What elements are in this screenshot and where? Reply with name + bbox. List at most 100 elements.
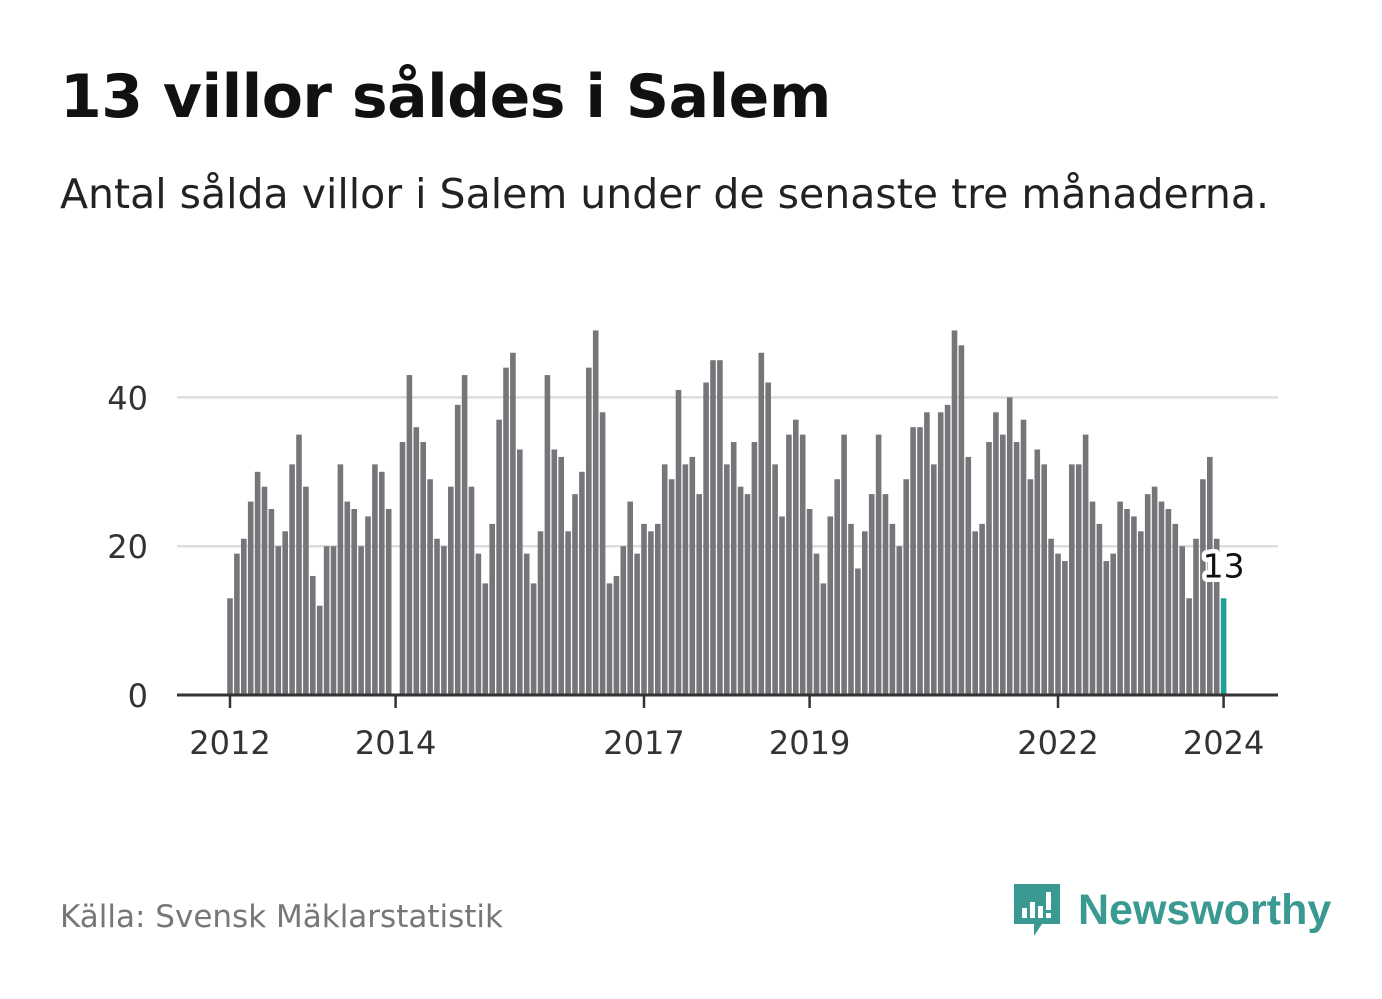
bar — [889, 523, 896, 695]
bar — [765, 382, 771, 695]
bar — [841, 434, 847, 695]
bar — [937, 412, 944, 695]
bar — [620, 546, 627, 695]
bar — [1138, 531, 1144, 695]
bar — [1006, 397, 1013, 695]
bar — [882, 494, 889, 695]
bar — [261, 486, 268, 695]
bar — [572, 494, 578, 695]
bar — [779, 516, 785, 695]
bar — [710, 360, 716, 695]
bar — [641, 523, 647, 695]
bar — [275, 546, 282, 695]
bar — [558, 456, 564, 695]
bar — [931, 464, 937, 695]
bar — [724, 464, 730, 695]
bar — [599, 412, 606, 695]
bar — [592, 330, 599, 695]
bar-highlight — [1220, 598, 1227, 695]
bar — [586, 367, 592, 695]
bar — [668, 479, 675, 695]
bar — [751, 442, 758, 695]
bar — [496, 419, 502, 695]
bar — [413, 427, 420, 695]
bar — [958, 345, 965, 695]
bar — [448, 486, 454, 695]
bar — [289, 464, 295, 695]
bar — [1020, 419, 1027, 695]
bar — [1158, 501, 1165, 695]
chart-subtitle: Antal sålda villor i Salem under de sena… — [60, 170, 1270, 218]
bar — [385, 509, 392, 695]
bar — [510, 352, 516, 695]
bar — [786, 434, 792, 695]
bar — [475, 553, 482, 695]
bar — [1089, 501, 1096, 695]
bar — [1027, 479, 1034, 695]
x-tick-label: 2024 — [1183, 724, 1264, 762]
bar — [268, 509, 275, 695]
bar — [358, 546, 364, 695]
bar — [634, 553, 640, 695]
bar — [813, 553, 820, 695]
bar — [972, 531, 978, 695]
bar — [1193, 538, 1199, 695]
bar — [868, 494, 875, 695]
bar — [1103, 561, 1110, 695]
bar — [406, 375, 413, 695]
bar — [820, 583, 827, 695]
bar — [744, 494, 751, 695]
bar — [530, 583, 537, 695]
newsworthy-logo-icon — [1014, 884, 1060, 936]
bar — [1165, 509, 1172, 695]
bar — [848, 523, 854, 695]
x-tick-label: 2017 — [603, 724, 684, 762]
bar — [1172, 523, 1179, 695]
bar — [993, 412, 999, 695]
data-label-highlight: 13 — [1203, 546, 1245, 585]
bar — [806, 509, 813, 695]
y-tick-label: 40 — [107, 379, 148, 417]
bar — [427, 479, 433, 695]
bar — [420, 442, 426, 695]
bar — [1179, 546, 1185, 695]
bar — [316, 605, 323, 695]
bar — [441, 546, 447, 695]
bar — [454, 404, 461, 695]
bar — [1013, 442, 1020, 695]
bar — [910, 427, 916, 695]
y-tick-label: 0 — [128, 677, 148, 715]
bar — [303, 486, 309, 695]
bar — [537, 531, 544, 695]
bar — [1213, 538, 1220, 695]
bar — [1055, 553, 1061, 695]
bar — [379, 471, 385, 695]
bar — [523, 553, 530, 695]
bar — [1151, 486, 1158, 695]
bar — [772, 464, 778, 695]
brand-name: Newsworthy — [1078, 885, 1332, 934]
bar — [351, 509, 357, 695]
bar — [862, 531, 868, 695]
bar — [1075, 464, 1082, 695]
bar — [227, 598, 233, 695]
bar — [1082, 434, 1089, 695]
bar — [951, 330, 958, 695]
bar — [461, 375, 468, 695]
bar — [799, 434, 806, 695]
bar — [1186, 598, 1192, 695]
bars — [227, 330, 1227, 695]
bar — [944, 404, 951, 695]
bar — [675, 389, 682, 695]
brand-logo[interactable]: Newsworthy — [1010, 880, 1331, 940]
bar — [717, 360, 723, 695]
bar — [372, 464, 378, 695]
bar — [696, 494, 702, 695]
x-tick-label: 2019 — [769, 724, 850, 762]
bar — [544, 375, 551, 695]
bar — [613, 575, 620, 695]
bar — [1131, 516, 1137, 695]
x-tick-label: 2022 — [1017, 724, 1098, 762]
bar — [924, 412, 930, 695]
